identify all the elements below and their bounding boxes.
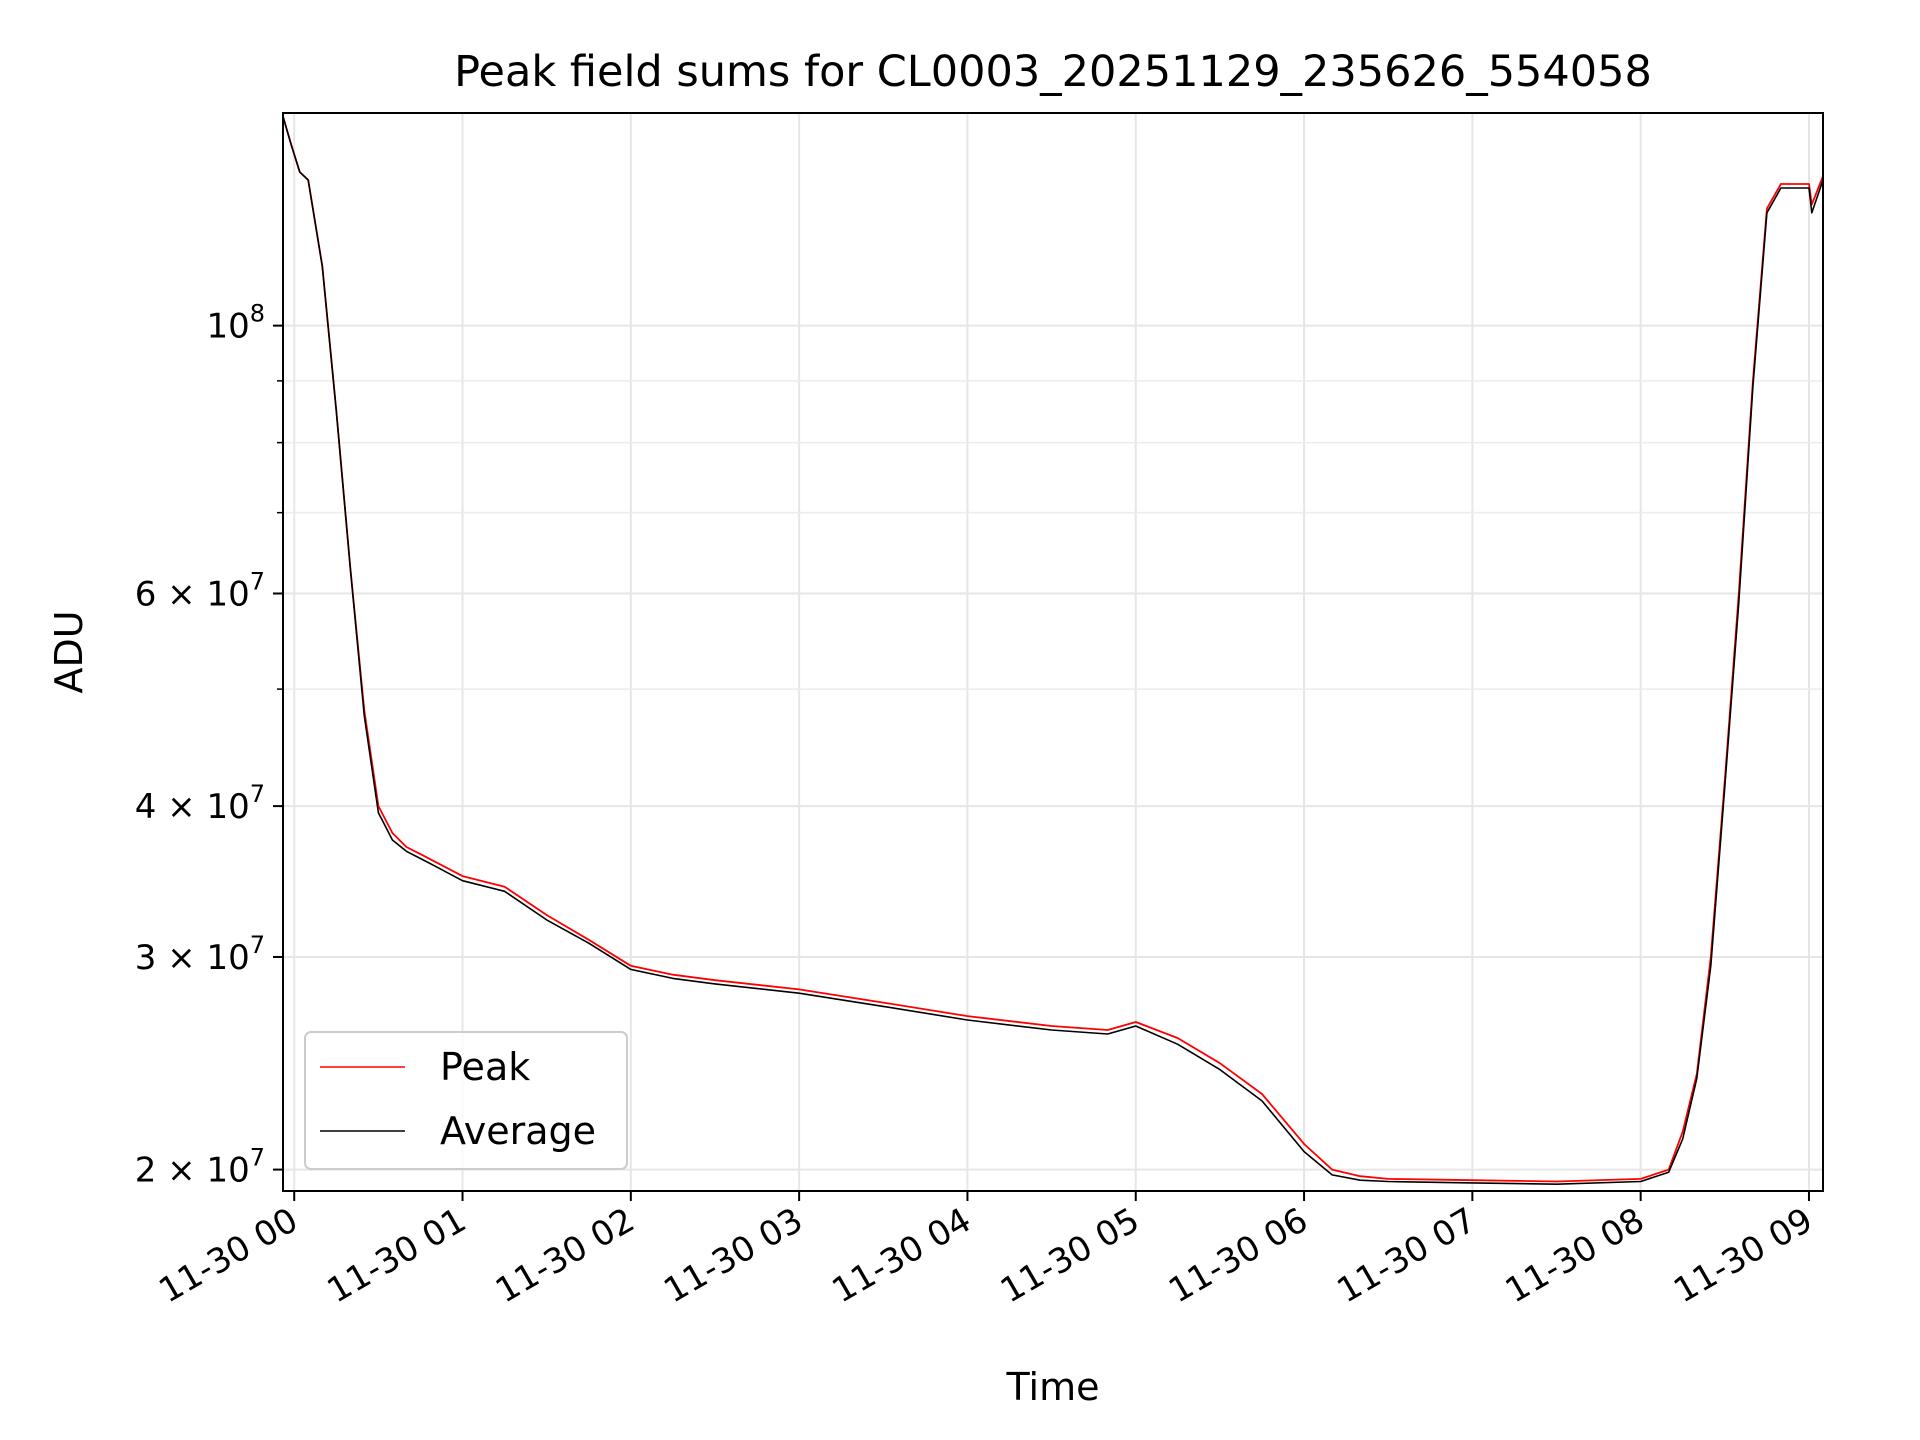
y-tick-label-base: 2 × 10 — [135, 1151, 250, 1191]
y-axis-label: ADU — [47, 610, 91, 693]
y-tick-label-base: 4 × 10 — [135, 787, 250, 827]
x-axis-label: Time — [1006, 1365, 1100, 1409]
y-tick-label-exponent: 7 — [250, 1144, 265, 1172]
grid — [283, 113, 1823, 1191]
y-tick-label-exponent: 7 — [250, 931, 265, 959]
legend: Peak Average — [304, 1031, 628, 1170]
y-tick-label-base: 10 — [206, 307, 249, 347]
y-tick-label-exponent: 8 — [250, 300, 265, 328]
chart-title: Peak field sums for CL0003_20251129_2356… — [454, 47, 1652, 97]
series-line-average — [283, 116, 1823, 1185]
plot-frame — [282, 112, 1824, 1192]
y-tick-label: 3 × 107 — [135, 931, 265, 978]
y-tick-label: 6 × 107 — [135, 567, 265, 614]
y-tick-label: 108 — [206, 300, 265, 347]
y-tick-label-exponent: 7 — [250, 780, 265, 808]
y-tick-label-exponent: 7 — [250, 567, 265, 595]
y-tick-label: 2 × 107 — [135, 1144, 265, 1191]
series-layer — [283, 116, 1823, 1185]
legend-label-average: Average — [440, 1109, 596, 1153]
y-tick-label: 4 × 107 — [135, 780, 265, 827]
y-tick-label-base: 6 × 10 — [135, 574, 250, 614]
y-tick-label-base: 3 × 10 — [135, 938, 250, 978]
legend-label-peak: Peak — [440, 1045, 530, 1089]
